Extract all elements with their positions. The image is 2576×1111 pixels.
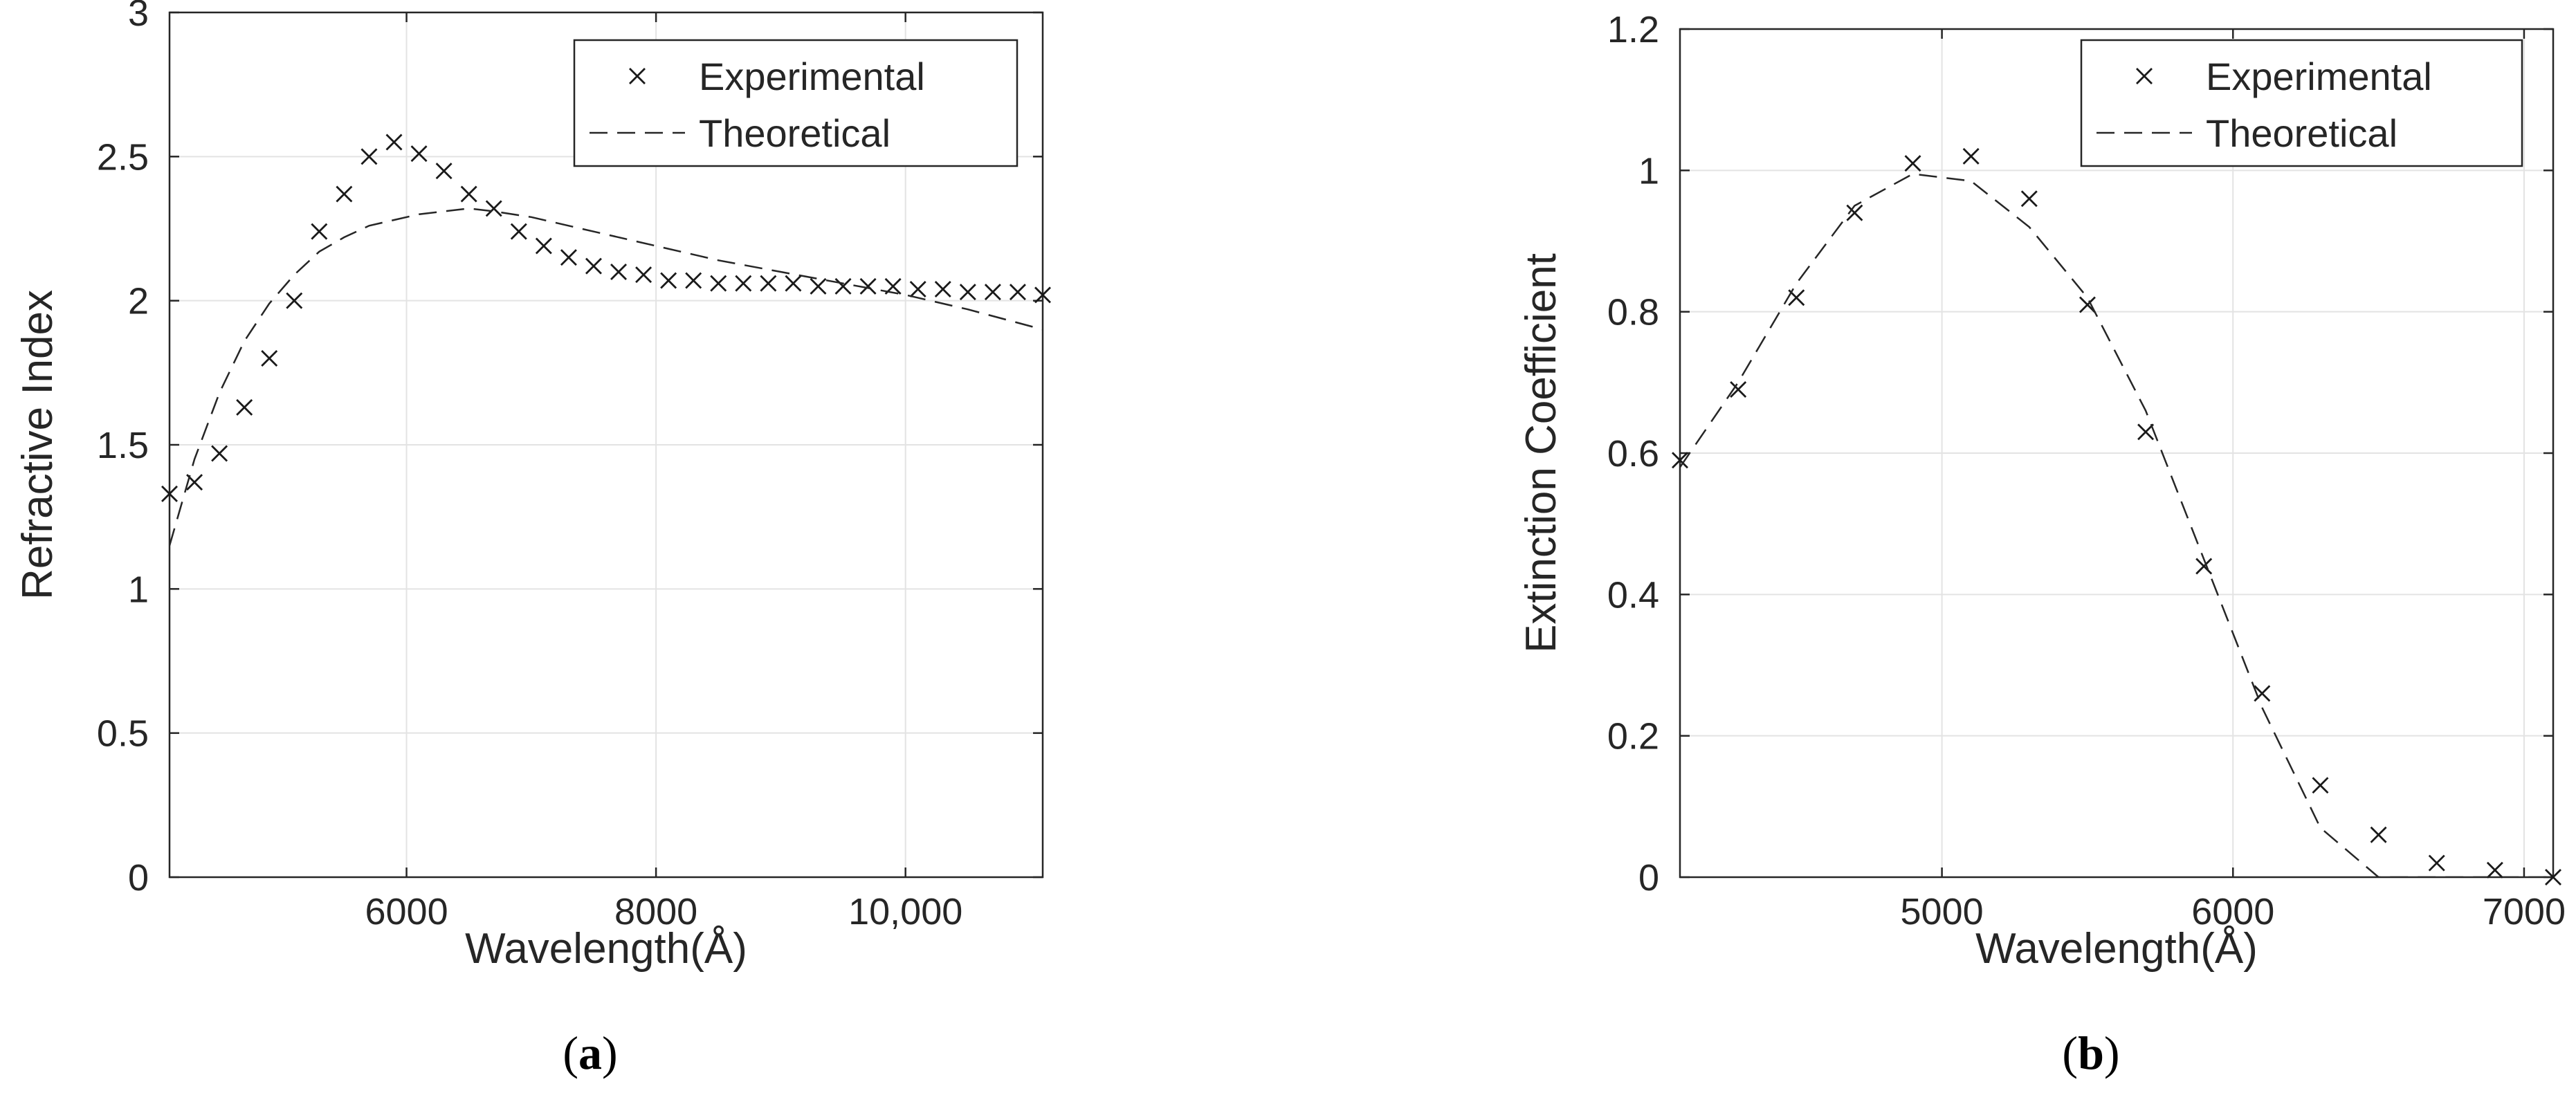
experimental-point xyxy=(2254,685,2271,702)
y-tick-label: 1.2 xyxy=(1607,9,1659,50)
experimental-point xyxy=(336,185,353,203)
panel-caption: (b) xyxy=(2062,1027,2119,1079)
legend-label: Theoretical xyxy=(2206,111,2397,155)
experimental-point xyxy=(2137,423,2155,441)
caption-open: ( xyxy=(563,1027,578,1079)
experimental-point xyxy=(1962,147,1980,165)
experimental-point xyxy=(261,350,278,367)
x-tick-label: 5000 xyxy=(1901,891,1984,933)
y-axis-label: Extinction Coefficient xyxy=(1517,253,1565,653)
chart-panel-b: 5000 6000 7000 0 0.2 0.4 0.6 0.8 1 1.2 Wavelength(… xyxy=(1517,9,2566,1079)
chart-panel-a: 6000 8000 10,000 0 0.5 1 1.5 2 2.5 3 Wavelength(Å)… xyxy=(14,0,1051,1079)
panel-caption: (a) xyxy=(563,1027,617,1079)
experimental-point xyxy=(485,200,502,217)
legend-swatch-experimental xyxy=(629,68,646,84)
legend-label: Theoretical xyxy=(699,111,890,155)
experimental-point xyxy=(685,272,702,289)
x-axis-label: Wavelength(Å) xyxy=(465,925,747,973)
y-tick-label: 1 xyxy=(128,569,149,610)
experimental-point xyxy=(535,237,552,255)
y-tick-label: 0.8 xyxy=(1607,292,1659,333)
experimental-point xyxy=(2079,296,2096,313)
experimental-point xyxy=(2370,826,2387,843)
x-tick-label: 6000 xyxy=(2191,891,2274,933)
experimental-point xyxy=(1672,452,1688,469)
experimental-point xyxy=(735,275,752,292)
legend-label: Experimental xyxy=(699,55,925,98)
experimental-point xyxy=(410,145,428,163)
y-tick-label: 0.5 xyxy=(97,713,149,755)
y-tick-label: 0.2 xyxy=(1607,716,1659,758)
x-tick-label: 10,000 xyxy=(848,891,962,933)
experimental-point xyxy=(560,249,577,266)
experimental-point xyxy=(1009,284,1026,301)
experimental-point xyxy=(236,398,253,416)
experimental-point xyxy=(2195,558,2213,575)
y-tick-label: 1 xyxy=(1638,150,1659,192)
caption-letter: b xyxy=(2078,1027,2104,1079)
caption-close: ) xyxy=(602,1027,618,1079)
experimental-point xyxy=(959,284,976,301)
y-tick-label: 0.4 xyxy=(1607,574,1659,616)
experimental-point xyxy=(2428,854,2445,872)
y-tick-label: 0 xyxy=(1638,857,1659,899)
experimental-point xyxy=(1846,204,1863,221)
caption-letter: a xyxy=(578,1027,602,1079)
experimental-point xyxy=(585,257,602,275)
experimental-point xyxy=(360,148,378,165)
y-tick-label: 0 xyxy=(128,857,149,899)
y-tick-label: 2 xyxy=(128,281,149,322)
experimental-point xyxy=(286,292,303,309)
y-axis-label: Refractive Index xyxy=(14,290,62,600)
experimental-point xyxy=(161,485,178,502)
experimental-point xyxy=(810,277,827,295)
experimental-point xyxy=(760,275,777,292)
experimental-point xyxy=(211,445,228,462)
y-tick-label: 1.5 xyxy=(97,425,149,466)
experimental-point xyxy=(934,281,951,297)
x-axis-label: Wavelength(Å) xyxy=(1975,925,2258,973)
experimental-point xyxy=(1730,381,1747,398)
legend-box xyxy=(2080,39,2523,167)
y-tick-label: 2.5 xyxy=(97,136,149,178)
theoretical-line xyxy=(1680,173,2553,877)
experimental-point xyxy=(984,284,1001,301)
experimental-point xyxy=(2312,777,2329,794)
legend-box xyxy=(573,39,1018,167)
experimental-point xyxy=(510,223,527,240)
experimental-point xyxy=(1034,286,1051,304)
experimental-point xyxy=(610,264,628,280)
experimental-point xyxy=(1904,155,1921,172)
legend-label: Experimental xyxy=(2206,55,2432,98)
legend: Experimental Theoretical xyxy=(573,39,1018,167)
experimental-point xyxy=(2486,861,2503,879)
legend: Experimental Theoretical xyxy=(2080,39,2523,167)
x-tick-label: 7000 xyxy=(2483,891,2566,933)
experimental-point xyxy=(785,275,802,292)
experimental-point xyxy=(635,266,652,284)
experimental-point xyxy=(859,277,877,295)
experimental-point xyxy=(710,275,727,292)
experimental-point xyxy=(2545,869,2561,885)
x-tick-label: 8000 xyxy=(614,891,697,933)
legend-swatch-experimental xyxy=(2136,68,2153,84)
experimental-point xyxy=(385,134,403,151)
experimental-point xyxy=(460,185,477,203)
experimental-point xyxy=(834,277,852,295)
caption-close: ) xyxy=(2104,1027,2120,1079)
experimental-point xyxy=(311,223,328,240)
x-tick-label: 6000 xyxy=(365,891,448,933)
experimental-point xyxy=(909,281,926,297)
caption-open: ( xyxy=(2062,1027,2078,1079)
theoretical-line xyxy=(170,208,1043,547)
y-tick-label: 3 xyxy=(128,0,149,34)
experimental-point xyxy=(435,163,453,180)
experimental-point xyxy=(2020,190,2038,208)
y-tick-label: 0.6 xyxy=(1607,433,1659,475)
experimental-point xyxy=(660,272,677,289)
